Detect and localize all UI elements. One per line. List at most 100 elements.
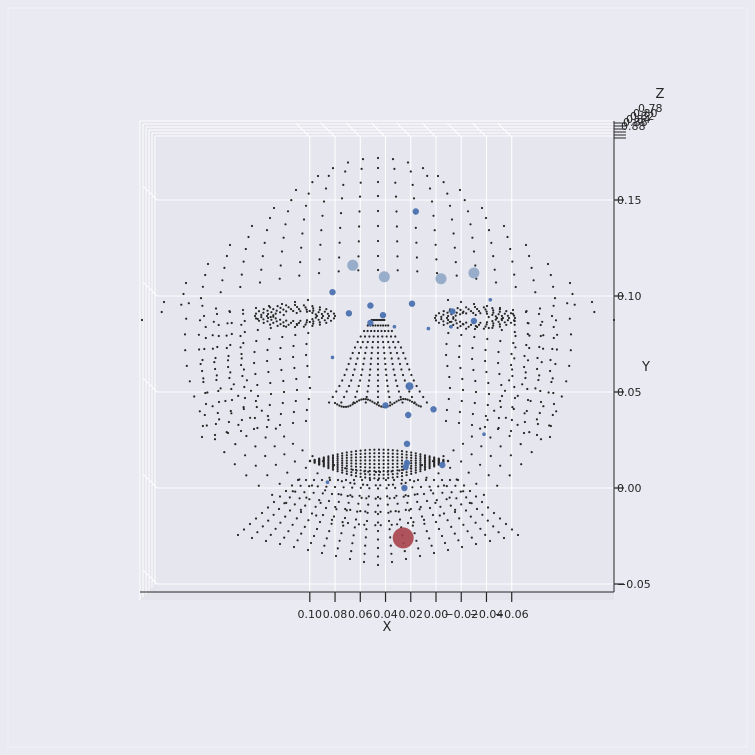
- mesh-point: [320, 316, 323, 320]
- mesh-point: [476, 307, 479, 311]
- mesh-point: [229, 409, 232, 413]
- mesh-point: [254, 372, 257, 376]
- mesh-point: [344, 405, 348, 408]
- mesh-point: [297, 308, 301, 311]
- mesh-point: [338, 241, 341, 244]
- x-gridline-depth: [472, 122, 487, 138]
- mesh-point: [376, 194, 380, 198]
- mesh-point: [267, 418, 270, 421]
- mesh-point: [283, 453, 286, 456]
- mesh-point: [448, 496, 451, 499]
- mesh-point: [440, 315, 443, 318]
- mesh-point: [211, 334, 214, 337]
- mesh-point: [414, 471, 417, 474]
- mesh-point: [242, 528, 246, 531]
- mesh-point: [387, 329, 390, 333]
- mesh-point: [475, 507, 479, 511]
- mesh-point: [385, 487, 388, 490]
- mesh-point: [336, 453, 339, 456]
- x-tick-label: 0.04: [373, 608, 398, 621]
- y-tick-label: 0.05: [617, 386, 642, 399]
- mesh-point: [305, 319, 309, 322]
- mesh-point: [217, 389, 220, 393]
- mesh-point: [459, 320, 462, 323]
- mesh-point: [267, 370, 270, 374]
- mesh-point: [201, 304, 204, 307]
- mesh-point: [386, 503, 389, 506]
- mesh-point: [364, 452, 367, 455]
- mesh-point: [465, 327, 468, 330]
- mesh-point: [260, 268, 263, 271]
- mesh-point: [255, 339, 258, 343]
- mesh-point: [447, 397, 450, 401]
- mesh-point: [448, 375, 451, 379]
- mesh-point: [280, 302, 284, 306]
- mesh-point: [248, 522, 252, 526]
- mesh-point: [345, 390, 348, 393]
- mesh-point: [202, 377, 205, 380]
- mesh-point: [293, 300, 297, 304]
- mesh-point: [470, 502, 473, 505]
- mesh-point: [442, 310, 445, 313]
- mesh-point: [417, 404, 420, 407]
- mesh-point: [338, 539, 341, 542]
- mesh-point: [397, 390, 400, 393]
- mesh-point: [448, 204, 452, 207]
- mesh-point: [419, 465, 422, 469]
- mesh-point: [387, 324, 390, 327]
- mesh-point: [437, 472, 440, 475]
- mesh-point: [242, 407, 245, 411]
- mesh-point: [382, 346, 385, 349]
- mesh-point: [272, 315, 275, 318]
- mesh-point: [366, 511, 369, 514]
- mesh-point: [297, 321, 301, 324]
- mesh-point: [446, 459, 450, 463]
- mesh-point: [341, 459, 344, 462]
- mesh-point: [387, 483, 390, 487]
- mesh-point: [354, 468, 358, 471]
- mesh-point: [408, 390, 411, 393]
- mesh-point: [410, 462, 413, 465]
- mesh-point: [389, 536, 392, 539]
- mesh-point: [376, 529, 380, 533]
- mesh-point: [242, 406, 245, 409]
- mesh-point: [549, 424, 553, 428]
- mesh-point: [380, 405, 383, 408]
- mesh-point: [333, 485, 337, 489]
- mesh-point: [213, 433, 217, 437]
- mesh-point: [282, 308, 285, 311]
- mesh-point: [304, 323, 307, 326]
- mesh-point: [446, 322, 449, 325]
- mesh-point: [342, 183, 345, 186]
- mesh-point: [336, 455, 339, 458]
- mesh-point: [511, 406, 514, 409]
- mesh-point: [394, 195, 398, 198]
- mesh-point: [362, 398, 365, 401]
- mesh-point: [550, 314, 554, 318]
- mesh-point: [267, 304, 271, 308]
- mesh-point: [354, 453, 358, 456]
- mesh-point: [223, 451, 226, 454]
- mesh-point: [489, 436, 492, 439]
- mesh-point: [491, 307, 494, 310]
- mesh-point: [338, 256, 341, 259]
- mesh-point: [359, 510, 362, 513]
- mesh-point: [440, 318, 443, 321]
- mesh-point: [230, 321, 233, 325]
- mesh-point: [409, 170, 412, 173]
- mesh-point: [394, 335, 397, 338]
- mesh-point: [267, 519, 270, 522]
- landmark-point: [401, 484, 408, 492]
- mesh-point: [224, 399, 227, 403]
- mesh-point: [327, 314, 331, 318]
- mesh-point: [402, 397, 405, 401]
- mesh-point: [538, 307, 542, 310]
- mesh-point: [554, 319, 558, 322]
- mesh-point: [307, 192, 310, 195]
- mesh-point: [298, 497, 301, 500]
- mesh-point: [360, 167, 363, 170]
- mesh-point: [391, 466, 394, 469]
- mesh-point: [425, 499, 429, 503]
- mesh-point: [492, 324, 495, 327]
